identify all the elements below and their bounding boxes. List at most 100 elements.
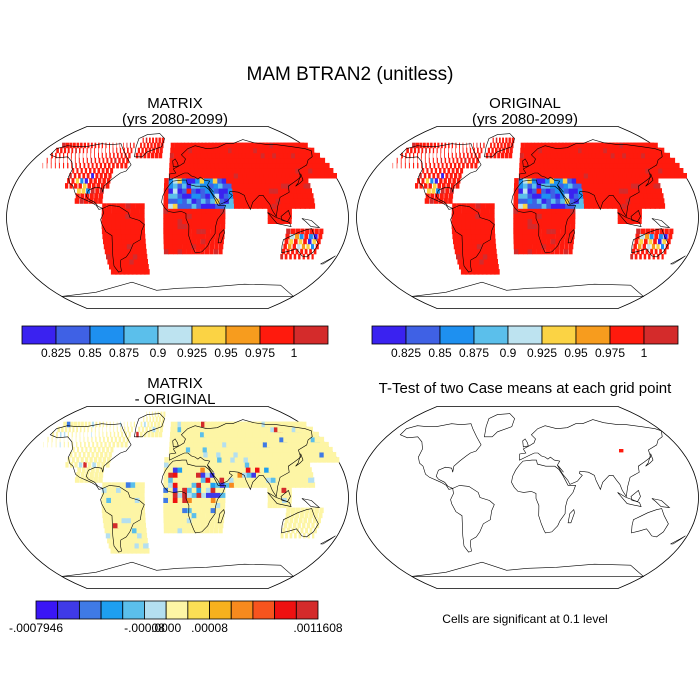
grid-cell: [205, 507, 211, 514]
grid-cell: [163, 487, 169, 493]
grid-cell: [196, 517, 201, 524]
grid-cell: [86, 173, 90, 179]
grid-cell: [527, 223, 533, 230]
grid-cell: [90, 157, 93, 164]
grid-cell: [523, 168, 528, 174]
grid-cell: [187, 223, 193, 230]
grid-cell: [152, 416, 155, 423]
grid-cell: [650, 248, 654, 255]
grid-cell: [223, 193, 230, 199]
grid-cell: [163, 243, 169, 250]
grid-cell: [124, 537, 131, 544]
grid-cell: [575, 173, 581, 179]
grid-cell: [466, 259, 473, 265]
grid-cell: [586, 168, 593, 174]
grid-cell: [434, 168, 438, 174]
grid-cell: [111, 507, 117, 514]
grid-cell: [234, 152, 241, 159]
grid-cell: [70, 157, 72, 164]
grid-cell: [309, 527, 313, 534]
grid-cell: [123, 421, 125, 428]
grid-cell: [476, 238, 482, 245]
grid-cell: [131, 426, 133, 433]
grid-cell: [150, 142, 153, 149]
grid-cell: [291, 507, 296, 514]
grid-cell: [540, 168, 546, 174]
grid-cell: [99, 162, 102, 169]
grid-cell: [562, 173, 568, 179]
grid-cell: [170, 431, 174, 438]
colorbar-tick-label: 0.825: [390, 346, 422, 360]
grid-cell: [456, 228, 463, 235]
grid-cell: [200, 477, 207, 483]
grid-cell: [170, 147, 175, 154]
grid-cell: [136, 431, 139, 438]
grid-cell: [199, 178, 205, 184]
grid-cell: [303, 147, 315, 154]
grid-cell: [272, 157, 281, 164]
grid-cell: [139, 502, 145, 509]
coastline-indonesia: [617, 212, 642, 228]
grid-cell: [220, 208, 226, 214]
grid-cell: [215, 203, 221, 209]
grid-cell: [536, 203, 543, 209]
grid-cell: [214, 472, 220, 478]
grid-cell: [191, 188, 197, 194]
grid-cell: [182, 233, 188, 240]
grid-cell: [242, 441, 250, 448]
grid-cell: [139, 218, 145, 224]
grid-cell: [271, 198, 277, 204]
grid-cell: [278, 168, 286, 174]
grid-cell: [309, 512, 314, 519]
grid-cell: [203, 457, 210, 463]
grid-cell: [135, 482, 141, 488]
grid-cell: [101, 223, 107, 230]
grid-cell: [678, 173, 687, 179]
coastline-antarctica: [411, 281, 645, 297]
grid-cell: [207, 152, 214, 159]
grid-cell: [140, 421, 143, 428]
grid-cell: [124, 152, 127, 159]
grid-cell: [130, 147, 133, 154]
grid-cell: [74, 477, 80, 483]
grid-cell: [659, 248, 662, 255]
panel-title-difference: MATRIX - ORIGINAL: [50, 376, 300, 408]
grid-cell: [197, 436, 203, 443]
grid-cell: [201, 441, 208, 448]
grid-cell: [172, 198, 178, 204]
grid-cell: [554, 183, 560, 189]
colorbar-swatch: [230, 600, 254, 620]
grid-cell: [114, 253, 121, 260]
grid-cell: [106, 228, 113, 235]
grid-cell: [480, 233, 486, 240]
grid-cell: [54, 162, 56, 169]
grid-cell: [483, 259, 490, 265]
grid-cell: [130, 203, 136, 209]
grid-cell: [283, 441, 291, 448]
grid-cell: [268, 188, 276, 194]
grid-cell: [582, 157, 590, 164]
grid-cell: [318, 233, 323, 240]
grid-cell: [100, 441, 103, 448]
grid-cell: [459, 264, 466, 270]
grid-cell: [172, 238, 178, 245]
grid-cell: [590, 183, 597, 189]
grid-cell: [653, 183, 661, 189]
grid-cell: [65, 183, 69, 189]
grid-cell: [316, 168, 325, 174]
grid-cell: [163, 522, 169, 529]
grid-cell: [63, 152, 65, 159]
colorbar-swatch: [165, 600, 189, 620]
grid-cell: [250, 467, 257, 473]
grid-cell: [197, 162, 204, 169]
grid-cell: [243, 203, 249, 209]
grid-cell: [452, 157, 455, 164]
grid-cell: [613, 162, 621, 169]
grid-cell: [230, 152, 238, 159]
grid-cell: [213, 248, 219, 255]
grid-cell: [479, 259, 486, 265]
grid-cell: [649, 203, 656, 209]
grid-cell: [186, 183, 192, 189]
grid-cell: [461, 223, 467, 230]
grid-cell: [207, 431, 214, 438]
